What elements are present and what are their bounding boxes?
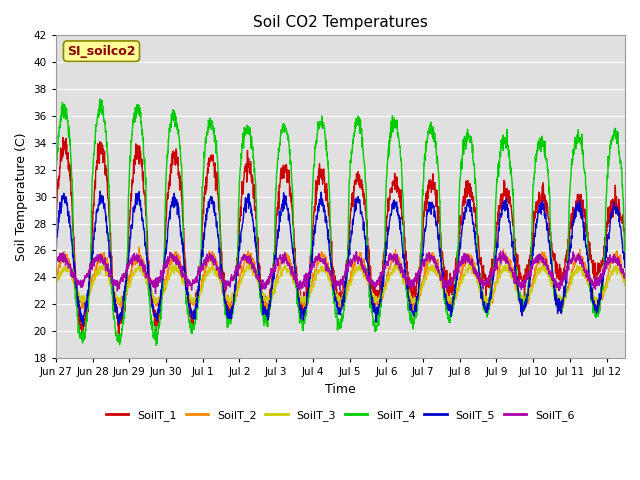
Line: SoilT_2: SoilT_2 bbox=[56, 247, 625, 312]
SoilT_3 bbox=[81, 296, 89, 302]
SoilT_1 bbox=[52, 218, 60, 224]
SoilT_3 bbox=[605, 273, 612, 279]
SoilT_2 bbox=[52, 280, 60, 286]
SoilT_4 bbox=[621, 258, 629, 264]
SoilT_5 bbox=[605, 230, 613, 236]
SoilT_4 bbox=[605, 161, 612, 167]
Line: SoilT_5: SoilT_5 bbox=[56, 191, 625, 325]
SoilT_3 bbox=[592, 302, 600, 308]
SoilT_4 bbox=[96, 96, 104, 102]
SoilT_2 bbox=[605, 266, 612, 272]
SoilT_3 bbox=[208, 260, 216, 265]
SoilT_6 bbox=[621, 274, 629, 279]
SoilT_3 bbox=[621, 283, 629, 289]
SoilT_4 bbox=[152, 343, 160, 348]
SoilT_6 bbox=[52, 262, 60, 267]
SoilT_2 bbox=[500, 256, 508, 262]
SoilT_5 bbox=[52, 244, 60, 250]
SoilT_5 bbox=[500, 200, 508, 206]
SoilT_2 bbox=[329, 285, 337, 291]
SoilT_6 bbox=[81, 273, 89, 279]
SoilT_2 bbox=[621, 275, 629, 281]
SoilT_6 bbox=[329, 279, 337, 285]
SoilT_1 bbox=[605, 210, 612, 216]
SoilT_2 bbox=[136, 244, 143, 250]
SoilT_1 bbox=[81, 316, 89, 322]
Y-axis label: Soil Temperature (C): Soil Temperature (C) bbox=[15, 132, 28, 261]
SoilT_1 bbox=[330, 266, 337, 272]
SoilT_5 bbox=[605, 236, 612, 242]
SoilT_4 bbox=[81, 329, 89, 335]
SoilT_1 bbox=[59, 135, 67, 141]
SoilT_4 bbox=[330, 289, 337, 295]
Legend: SoilT_1, SoilT_2, SoilT_3, SoilT_4, SoilT_5, SoilT_6: SoilT_1, SoilT_2, SoilT_3, SoilT_4, Soil… bbox=[102, 406, 579, 425]
SoilT_2 bbox=[447, 309, 455, 314]
SoilT_5 bbox=[314, 203, 322, 209]
SoilT_4 bbox=[500, 136, 508, 142]
SoilT_4 bbox=[52, 168, 60, 173]
SoilT_1 bbox=[500, 179, 508, 184]
SoilT_5 bbox=[330, 278, 337, 284]
SoilT_1 bbox=[621, 233, 629, 239]
SoilT_6 bbox=[497, 248, 504, 254]
SoilT_5 bbox=[97, 188, 104, 194]
SoilT_6 bbox=[314, 253, 322, 259]
Line: SoilT_3: SoilT_3 bbox=[56, 263, 625, 305]
SoilT_2 bbox=[605, 268, 613, 274]
Text: SI_soilco2: SI_soilco2 bbox=[67, 45, 136, 58]
SoilT_3 bbox=[500, 267, 508, 273]
SoilT_6 bbox=[500, 253, 508, 259]
SoilT_2 bbox=[314, 257, 322, 263]
SoilT_3 bbox=[605, 278, 613, 284]
SoilT_3 bbox=[52, 282, 60, 288]
Title: Soil CO2 Temperatures: Soil CO2 Temperatures bbox=[253, 15, 428, 30]
SoilT_6 bbox=[152, 290, 159, 296]
SoilT_5 bbox=[81, 303, 89, 309]
SoilT_2 bbox=[81, 300, 89, 306]
X-axis label: Time: Time bbox=[325, 383, 356, 396]
SoilT_3 bbox=[329, 282, 337, 288]
SoilT_4 bbox=[314, 119, 322, 125]
SoilT_3 bbox=[314, 268, 322, 274]
SoilT_5 bbox=[79, 322, 87, 328]
SoilT_5 bbox=[621, 255, 629, 261]
SoilT_1 bbox=[605, 213, 613, 219]
Line: SoilT_6: SoilT_6 bbox=[56, 251, 625, 293]
Line: SoilT_1: SoilT_1 bbox=[56, 138, 625, 337]
SoilT_6 bbox=[605, 258, 612, 264]
SoilT_1 bbox=[314, 181, 322, 187]
Line: SoilT_4: SoilT_4 bbox=[56, 99, 625, 346]
SoilT_6 bbox=[605, 257, 613, 263]
SoilT_1 bbox=[115, 334, 123, 340]
SoilT_4 bbox=[605, 153, 613, 159]
